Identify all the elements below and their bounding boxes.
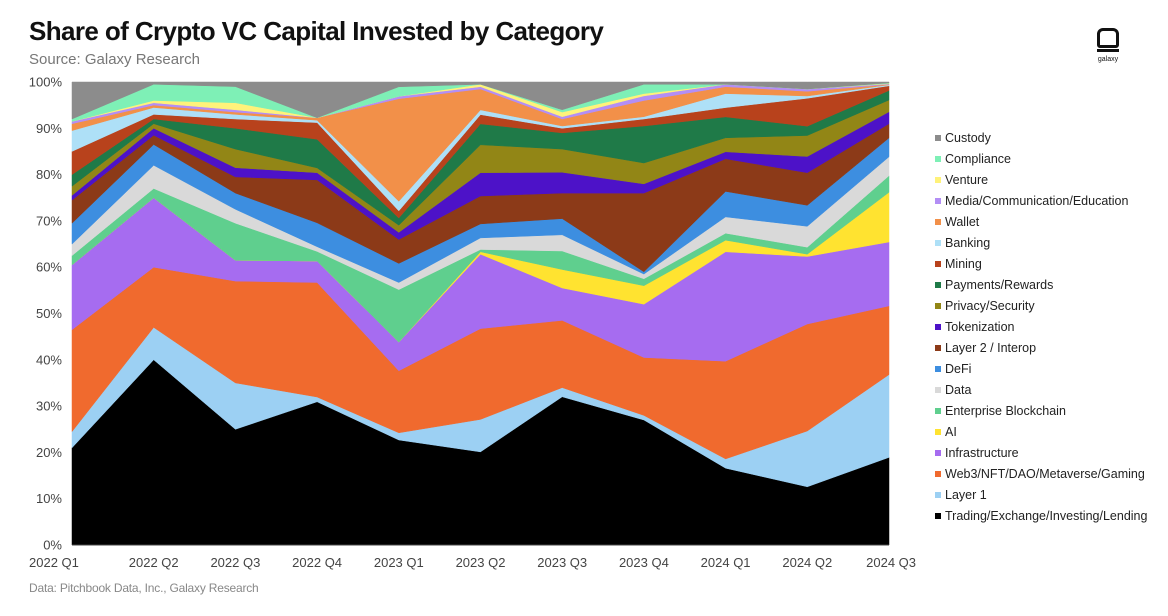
legend-swatch — [935, 302, 941, 309]
legend-label: Media/Communication/Education — [945, 193, 1129, 208]
legend-item-infrastructure: Infrastructure — [935, 442, 1147, 463]
legend-label: Payments/Rewards — [945, 277, 1054, 292]
x-tick-label: 2023 Q1 — [374, 555, 424, 570]
galaxy-logo: galaxy — [1093, 28, 1123, 63]
y-tick-label: 60% — [36, 260, 62, 275]
x-tick-label: 2022 Q4 — [292, 555, 342, 570]
legend-label: Banking — [945, 235, 991, 250]
legend-label: Data — [945, 382, 972, 397]
x-tick-label: 2024 Q2 — [782, 555, 832, 570]
legend-item-enterprise-blockchain: Enterprise Blockchain — [935, 400, 1147, 421]
legend-label: Wallet — [945, 214, 980, 229]
legend-item-mining: Mining — [935, 253, 1147, 274]
y-tick-label: 70% — [36, 213, 62, 228]
legend-swatch — [935, 449, 941, 456]
x-tick-label: 2024 Q3 — [866, 555, 916, 570]
y-tick-label: 0% — [43, 538, 62, 553]
legend-swatch — [935, 344, 941, 351]
legend-label: AI — [945, 424, 957, 439]
legend-label: Infrastructure — [945, 445, 1019, 460]
y-tick-label: 10% — [36, 491, 62, 506]
chart-title: Share of Crypto VC Capital Invested by C… — [29, 16, 604, 46]
legend-label: Compliance — [945, 151, 1012, 166]
legend-swatch — [935, 260, 941, 267]
legend-item-privacy-security: Privacy/Security — [935, 295, 1147, 316]
legend-label: Trading/Exchange/Investing/Lending — [945, 508, 1148, 523]
y-tick-label: 40% — [36, 352, 62, 367]
legend-label: Layer 1 — [945, 487, 987, 502]
y-tick-label: 30% — [36, 399, 62, 414]
x-tick-label: 2023 Q3 — [537, 555, 587, 570]
legend-item-trading-exchange-investing-lending: Trading/Exchange/Investing/Lending — [935, 505, 1147, 526]
legend-swatch — [935, 407, 941, 414]
legend-swatch — [935, 176, 941, 183]
galaxy-logo-text: galaxy — [1097, 56, 1119, 63]
legend-item-layer-1: Layer 1 — [935, 484, 1147, 505]
legend-label: Mining — [945, 256, 982, 271]
galaxy-logo-icon — [1097, 28, 1119, 52]
legend-swatch — [935, 155, 941, 162]
x-tick-label: 2022 Q1 — [29, 555, 79, 570]
legend-swatch — [935, 239, 941, 246]
legend-swatch — [935, 323, 941, 330]
legend-item-defi: DeFi — [935, 358, 1147, 379]
area-custody — [71, 81, 890, 120]
legend-swatch — [935, 365, 941, 372]
x-tick-label: 2023 Q2 — [456, 555, 506, 570]
legend-swatch — [935, 197, 941, 204]
legend-item-compliance: Compliance — [935, 148, 1147, 169]
legend-item-payments-rewards: Payments/Rewards — [935, 274, 1147, 295]
data-source-note: Data: Pitchbook Data, Inc., Galaxy Resea… — [29, 581, 259, 595]
legend-swatch — [935, 491, 941, 498]
series-areas — [71, 81, 890, 546]
legend-item-wallet: Wallet — [935, 211, 1147, 232]
chart-subtitle: Source: Galaxy Research — [29, 51, 200, 68]
legend-swatch — [935, 428, 941, 435]
x-tick-label: 2024 Q1 — [701, 555, 751, 570]
legend-swatch — [935, 470, 941, 477]
x-tick-label: 2023 Q4 — [619, 555, 669, 570]
legend-label: Layer 2 / Interop — [945, 340, 1037, 355]
legend-swatch — [935, 512, 941, 519]
legend-item-custody: Custody — [935, 127, 1147, 148]
y-tick-label: 20% — [36, 445, 62, 460]
legend-item-web3-nft-dao-metaverse-gaming: Web3/NFT/DAO/Metaverse/Gaming — [935, 463, 1147, 484]
legend-label: Web3/NFT/DAO/Metaverse/Gaming — [945, 466, 1145, 481]
legend-item-venture: Venture — [935, 169, 1147, 190]
chart-legend: Custody Compliance Venture Media/Communicat… — [935, 127, 1147, 526]
legend-label: Custody — [945, 130, 991, 145]
y-tick-label: 90% — [36, 121, 62, 136]
legend-item-media-communication-education: Media/Communication/Education — [935, 190, 1147, 211]
x-tick-label: 2022 Q2 — [129, 555, 179, 570]
x-tick-label: 2022 Q3 — [210, 555, 260, 570]
legend-label: DeFi — [945, 361, 972, 376]
legend-label: Tokenization — [945, 319, 1015, 334]
legend-item-banking: Banking — [935, 232, 1147, 253]
legend-item-data: Data — [935, 379, 1147, 400]
legend-swatch — [935, 281, 941, 288]
y-tick-label: 50% — [36, 306, 62, 321]
legend-label: Enterprise Blockchain — [945, 403, 1066, 418]
legend-swatch — [935, 218, 941, 225]
legend-swatch — [935, 386, 941, 393]
y-tick-label: 80% — [36, 167, 62, 182]
legend-swatch — [935, 134, 941, 141]
y-tick-label: 100% — [29, 75, 63, 90]
legend-item-ai: AI — [935, 421, 1147, 442]
legend-item-layer-2-interop: Layer 2 / Interop — [935, 337, 1147, 358]
legend-item-tokenization: Tokenization — [935, 316, 1147, 337]
legend-label: Venture — [945, 172, 989, 187]
legend-label: Privacy/Security — [945, 298, 1035, 313]
